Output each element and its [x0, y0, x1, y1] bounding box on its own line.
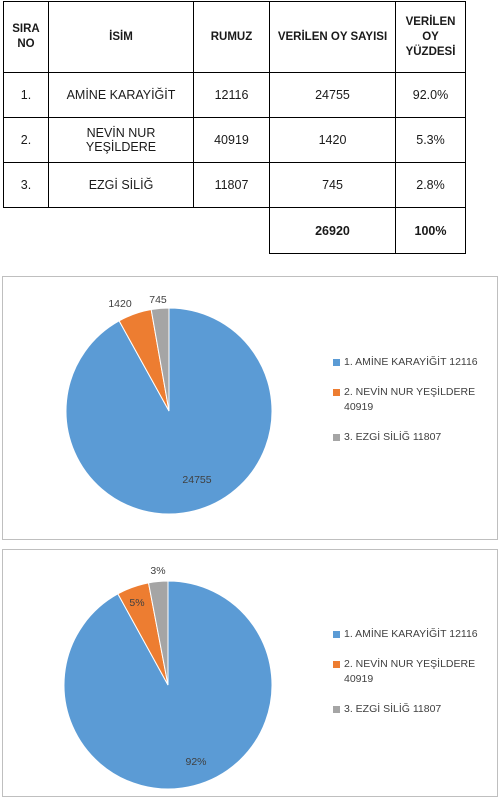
legend-swatch — [333, 661, 340, 668]
cell-sira: 1. — [3, 72, 49, 118]
data-label: 5% — [129, 597, 144, 609]
cell-isim: AMİNE KARAYİĞİT — [48, 72, 194, 118]
legend-item: 3. EZGİ SİLİĞ 11807 — [333, 430, 498, 445]
legend-item: 1. AMİNE KARAYİĞİT 12116 — [333, 355, 498, 370]
total-yuzde: 100% — [395, 207, 466, 254]
blank-cell — [49, 208, 194, 254]
cell-isim: EZGİ SİLİĞ — [48, 162, 194, 208]
cell-oy: 1420 — [269, 117, 396, 163]
table-row: 3. EZGİ SİLİĞ 11807 745 2.8% — [3, 162, 466, 208]
cell-sira: 2. — [3, 117, 49, 163]
cell-rumuz: 40919 — [193, 117, 270, 163]
cell-rumuz: 12116 — [193, 72, 270, 118]
pie-slice — [65, 307, 273, 515]
header-oy-sayisi: VERİLEN OY SAYISI — [269, 1, 396, 73]
cell-yuzde: 92.0% — [395, 72, 466, 118]
legend-item: 2. NEVİN NUR YEŞİLDERE 40919 — [333, 657, 498, 687]
table-total-row: 26920 100% — [4, 207, 466, 254]
cell-oy: 24755 — [269, 72, 396, 118]
legend-label: 1. AMİNE KARAYİĞİT 12116 — [344, 356, 478, 368]
data-label: 24755 — [182, 474, 211, 486]
vote-percent-pie-chart: 92% 5% 3% 1. AMİNE KARAYİĞİT 12116 2. NEVİ… — [2, 549, 498, 797]
legend-swatch — [333, 434, 340, 441]
legend-label: 1. AMİNE KARAYİĞİT 12116 — [344, 628, 478, 640]
legend-swatch — [333, 359, 340, 366]
data-label: 1420 — [108, 298, 132, 310]
data-label: 745 — [149, 294, 167, 306]
pie-slice — [147, 580, 169, 686]
pie-slice — [63, 580, 273, 790]
cell-yuzde: 2.8% — [395, 162, 466, 208]
legend-swatch — [333, 706, 340, 713]
chart-legend: 1. AMİNE KARAYİĞİT 12116 2. NEVİN NUR YE… — [333, 355, 498, 460]
blank-cell — [4, 208, 49, 254]
cell-isim: NEVİN NUR YEŞİLDERE — [48, 117, 194, 163]
legend-swatch — [333, 389, 340, 396]
legend-label: 2. NEVİN NUR YEŞİLDERE 40919 — [344, 386, 476, 413]
legend-item: 2. NEVİN NUR YEŞİLDERE 40919 — [333, 385, 498, 415]
legend-swatch — [333, 631, 340, 638]
cell-sira: 3. — [3, 162, 49, 208]
header-rumuz: RUMUZ — [193, 1, 270, 73]
header-sira-no: SIRA NO — [3, 1, 49, 73]
chart-legend: 1. AMİNE KARAYİĞİT 12116 2. NEVİN NUR YE… — [333, 627, 498, 732]
table-header-row: SIRA NO İSİM RUMUZ VERİLEN OY SAYISI VER… — [3, 1, 466, 73]
table-row: 1. AMİNE KARAYİĞİT 12116 24755 92.0% — [3, 72, 466, 118]
table-row: 2. NEVİN NUR YEŞİLDERE 40919 1420 5.3% — [3, 117, 466, 163]
pie-slice — [150, 307, 170, 412]
total-oy: 26920 — [269, 207, 396, 254]
legend-label: 3. EZGİ SİLİĞ 11807 — [344, 703, 442, 715]
header-oy-yuzdesi: VERİLEN OY YÜZDESİ — [395, 1, 466, 73]
vote-count-pie-chart: 24755 1420 745 1. AMİNE KARAYİĞİT 12116 2.… — [2, 276, 498, 540]
pie-chart-svg: 24755 1420 745 — [65, 294, 273, 515]
blank-cell — [194, 208, 270, 254]
header-isim: İSİM — [48, 1, 194, 73]
data-label: 3% — [150, 565, 165, 577]
data-label: 92% — [185, 756, 206, 768]
legend-item: 3. EZGİ SİLİĞ 11807 — [333, 702, 498, 717]
cell-oy: 745 — [269, 162, 396, 208]
results-table: SIRA NO İSİM RUMUZ VERİLEN OY SAYISI VER… — [3, 1, 466, 254]
pie-chart-svg: 92% 5% 3% — [63, 565, 273, 790]
legend-item: 1. AMİNE KARAYİĞİT 12116 — [333, 627, 498, 642]
legend-label: 3. EZGİ SİLİĞ 11807 — [344, 431, 442, 443]
cell-rumuz: 11807 — [193, 162, 270, 208]
cell-yuzde: 5.3% — [395, 117, 466, 163]
legend-label: 2. NEVİN NUR YEŞİLDERE 40919 — [344, 658, 476, 685]
